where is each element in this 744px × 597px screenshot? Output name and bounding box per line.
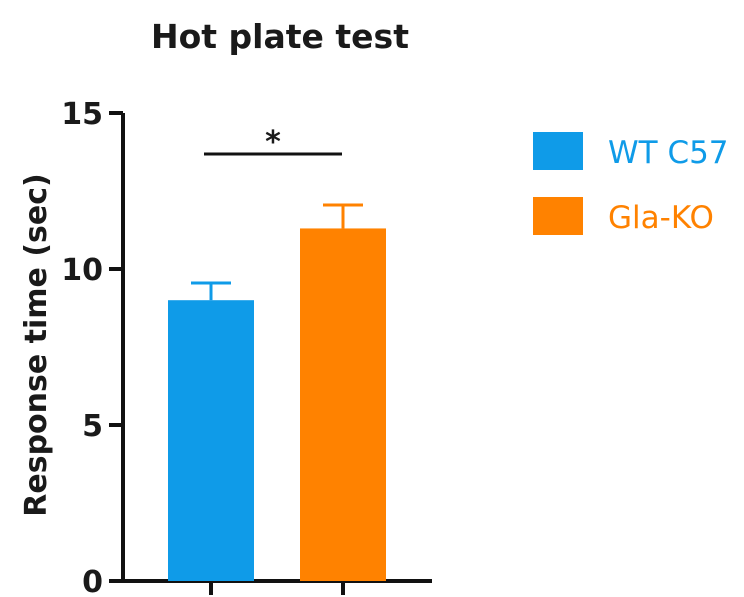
legend-swatch — [533, 132, 583, 170]
y-tick-label: 0 — [82, 565, 103, 597]
legend-label: Gla-KO — [608, 200, 714, 236]
legend-swatch — [533, 197, 583, 235]
y-tick-label: 10 — [61, 253, 103, 288]
legend: WT C57 Gla-KO — [533, 132, 729, 236]
bar — [300, 228, 386, 581]
bars — [168, 203, 386, 581]
chart-title: Hot plate test — [151, 17, 409, 56]
legend-label: WT C57 — [608, 135, 729, 171]
significance-annotation: * — [204, 125, 342, 160]
y-axis-label: Response time (sec) — [19, 173, 54, 516]
significance-star: * — [265, 125, 281, 160]
y-tick-label: 5 — [82, 409, 103, 444]
y-tick-label: 15 — [61, 97, 103, 132]
bar — [168, 300, 254, 581]
